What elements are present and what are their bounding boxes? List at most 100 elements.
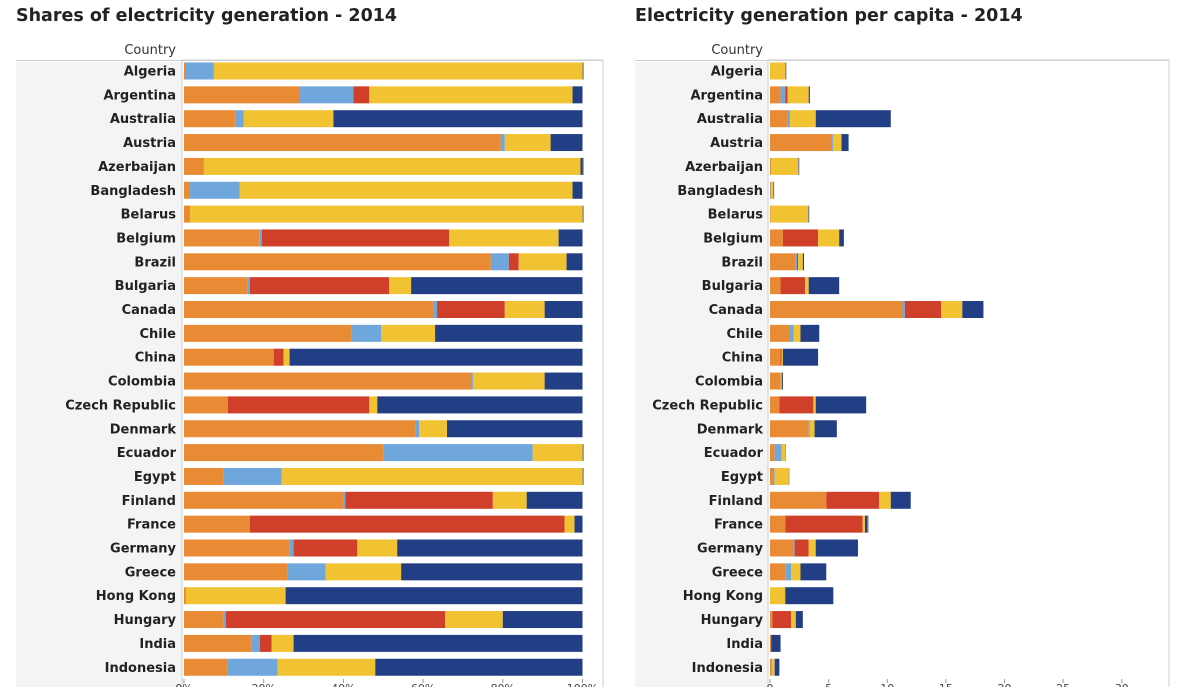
shares-bar-argentina-oil (369, 86, 573, 104)
shares-bar-finland-coal (526, 491, 583, 509)
per-capita-label-denmark: Denmark (697, 422, 764, 437)
shares-x-tick-label: 100% (567, 682, 598, 687)
per-capita-bar-chile-gas (770, 324, 790, 342)
shares-label-china: China (135, 351, 176, 366)
per-capita-chart-panel: Electricity generation per capita - 2014… (630, 0, 1200, 687)
shares-bar-hong-kong-oil (185, 587, 286, 605)
shares-bar-colombia-hydro (470, 372, 473, 390)
shares-bar-germany-coal (397, 539, 583, 557)
shares-bar-greece-gas (184, 563, 288, 581)
per-capita-bar-colombia-gas (770, 372, 781, 390)
per-capita-bar-egypt-gas (770, 467, 774, 485)
shares-bar-belgium-oil (449, 229, 559, 247)
shares-bar-bulgaria-coal (411, 277, 583, 295)
per-capita-bar-czech-republic-nuclear (779, 396, 814, 414)
per-capita-bar-austria-gas (770, 134, 833, 152)
shares-bar-austria-gas (184, 134, 501, 152)
shares-bar-china-nuclear (273, 348, 284, 366)
shares-bar-china-gas (184, 348, 274, 366)
per-capita-label-austria: Austria (710, 136, 763, 151)
shares-bar-egypt-hydro (223, 467, 282, 485)
shares-bar-bangladesh-coal (572, 181, 583, 199)
shares-bar-bulgaria-hydro (247, 277, 250, 295)
shares-bar-greece-coal (401, 563, 583, 581)
shares-label-chile: Chile (139, 327, 176, 342)
per-capita-bar-egypt-hydro (773, 467, 775, 485)
shares-bar-belarus-other (582, 205, 584, 223)
shares-label-indonesia: Indonesia (105, 661, 176, 676)
per-capita-label-belarus: Belarus (708, 208, 764, 223)
per-capita-label-algeria: Algeria (711, 65, 763, 80)
per-capita-bar-greece-gas (770, 563, 786, 581)
shares-bar-france-oil (564, 515, 575, 533)
per-capita-bar-indonesia-gas (770, 658, 772, 676)
shares-bar-chile-hydro (351, 324, 382, 342)
per-capita-bar-belgium-nuclear (782, 229, 819, 247)
shares-bar-germany-gas (184, 539, 290, 557)
shares-bar-algeria-hydro (185, 62, 214, 80)
shares-bar-bulgaria-nuclear (249, 277, 390, 295)
per-capita-bar-france-gas (770, 515, 786, 533)
shares-label-hungary: Hungary (114, 613, 177, 628)
per-capita-bar-colombia-coal (781, 372, 783, 390)
per-capita-bar-belarus-gas (770, 205, 771, 223)
shares-label-india: India (139, 637, 176, 652)
per-capita-bar-indonesia-oil (772, 658, 775, 676)
shares-bar-india-oil (271, 634, 294, 652)
shares-bar-finland-hydro (343, 491, 346, 509)
shares-bar-australia-coal (333, 110, 583, 128)
shares-label-australia: Australia (110, 112, 176, 127)
per-capita-chart-title: Electricity generation per capita - 2014 (635, 6, 1023, 26)
per-capita-bar-canada-oil (941, 301, 963, 318)
per-capita-label-egypt: Egypt (721, 470, 763, 485)
per-capita-bar-germany-gas (770, 539, 794, 557)
shares-bar-germany-hydro (289, 539, 294, 557)
per-capita-bar-belgium-gas (770, 229, 783, 247)
shares-label-denmark: Denmark (110, 422, 177, 437)
per-capita-bar-egypt-oil (774, 467, 789, 485)
per-capita-bar-brazil-gas (770, 253, 796, 271)
shares-bar-india-nuclear (259, 634, 272, 652)
per-capita-chart-svg: Country Algeria Argentina Australia Austria A… (635, 37, 1170, 687)
shares-bar-czech-republic-gas (184, 396, 228, 414)
shares-bar-belarus-gas (184, 205, 190, 223)
shares-bar-hungary-nuclear (225, 611, 446, 629)
per-capita-bar-chile-coal (800, 324, 820, 342)
shares-label-austria: Austria (123, 136, 176, 151)
shares-bar-ecuador-hydro (383, 444, 533, 462)
per-capita-bar-australia-coal (815, 110, 891, 128)
per-capita-bar-colombia-oil (780, 372, 782, 390)
shares-bar-germany-oil (357, 539, 398, 557)
per-capita-bar-denmark-hydro (808, 420, 810, 438)
per-capita-label-ecuador: Ecuador (704, 446, 764, 461)
per-capita-bar-belgium-coal (839, 229, 844, 247)
shares-bar-austria-coal (550, 134, 583, 152)
shares-label-hong-kong: Hong Kong (96, 589, 176, 604)
per-capita-bar-france-coal (864, 515, 868, 533)
per-capita-bar-australia-hydro (787, 110, 790, 128)
shares-bar-belgium-hydro (259, 229, 262, 247)
per-capita-bar-bangladesh-coal (773, 181, 775, 199)
per-capita-bar-denmark-gas (770, 420, 809, 438)
per-capita-bar-bulgaria-oil (805, 277, 809, 295)
per-capita-bar-austria-hydro (832, 134, 834, 152)
per-capita-bar-belarus-other (808, 205, 810, 223)
shares-bar-colombia-oil (472, 372, 545, 390)
per-capita-bar-bangladesh-gas (770, 181, 771, 199)
shares-bar-hungary-oil (445, 611, 503, 629)
per-capita-bar-indonesia-coal (774, 658, 780, 676)
per-capita-bar-chile-hydro (789, 324, 794, 342)
shares-bar-indonesia-hydro (227, 658, 278, 676)
per-capita-plot-area (767, 59, 1170, 687)
shares-x-tick-label: 20% (251, 682, 275, 687)
shares-column-header: Country (124, 43, 176, 58)
shares-bar-ecuador-oil (532, 444, 583, 462)
per-capita-bar-finland-nuclear (826, 491, 880, 509)
shares-bar-hungary-gas (184, 611, 224, 629)
per-capita-bar-greece-hydro (785, 563, 792, 581)
per-capita-label-argentina: Argentina (690, 88, 763, 103)
per-capita-bar-czech-republic-oil (813, 396, 816, 414)
shares-bar-chile-oil (381, 324, 436, 342)
shares-bar-algeria-gas (184, 62, 186, 80)
shares-bar-finland-nuclear (345, 491, 493, 509)
